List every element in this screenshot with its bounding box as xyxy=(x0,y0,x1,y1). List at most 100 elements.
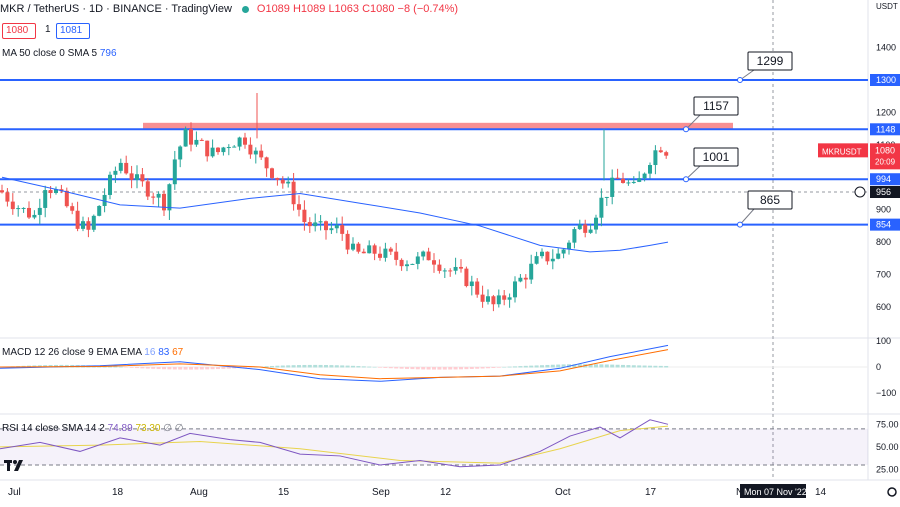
candle[interactable] xyxy=(275,177,280,180)
candle[interactable] xyxy=(264,157,269,169)
candle[interactable] xyxy=(410,263,415,265)
candle[interactable] xyxy=(205,140,210,157)
candle[interactable] xyxy=(140,174,145,182)
candle[interactable] xyxy=(0,190,4,193)
candle[interactable] xyxy=(5,192,10,202)
candle[interactable] xyxy=(459,266,463,269)
candle[interactable] xyxy=(297,204,301,210)
candle[interactable] xyxy=(394,251,399,260)
candle[interactable] xyxy=(16,208,21,210)
candle[interactable] xyxy=(653,150,658,166)
candle[interactable] xyxy=(183,129,188,147)
rsi-legend[interactable]: RSI 14 close SMA 14 2 74.89 73.30 ∅ ∅ xyxy=(2,423,183,434)
candle[interactable] xyxy=(594,217,598,230)
candle[interactable] xyxy=(37,207,42,215)
rsi-sma-line[interactable] xyxy=(0,425,669,464)
candle[interactable] xyxy=(248,144,253,155)
candle[interactable] xyxy=(313,222,318,227)
callout-anchor[interactable] xyxy=(683,126,689,133)
candle[interactable] xyxy=(453,266,458,271)
candle[interactable] xyxy=(178,146,183,160)
callout-box[interactable] xyxy=(747,190,793,210)
candle[interactable] xyxy=(388,248,393,252)
candle[interactable] xyxy=(102,194,107,206)
candle[interactable] xyxy=(572,229,577,243)
candle[interactable] xyxy=(383,248,388,258)
candle[interactable] xyxy=(75,210,80,229)
candle[interactable] xyxy=(210,147,215,157)
candle[interactable] xyxy=(421,251,426,257)
candle[interactable] xyxy=(540,251,544,257)
candle[interactable] xyxy=(324,221,328,231)
candle[interactable] xyxy=(534,256,539,264)
candle[interactable] xyxy=(599,197,604,218)
candle[interactable] xyxy=(253,150,258,155)
candle[interactable] xyxy=(43,190,48,208)
candle[interactable] xyxy=(270,168,274,178)
candle[interactable] xyxy=(637,178,642,182)
candle[interactable] xyxy=(259,150,264,158)
candle[interactable] xyxy=(378,253,382,258)
ma-legend[interactable]: MA 50 close 0 SMA 5 796 xyxy=(2,48,117,59)
tradingview-logo-icon[interactable] xyxy=(4,458,26,474)
candle[interactable] xyxy=(437,264,442,271)
candle[interactable] xyxy=(194,139,199,145)
candle[interactable] xyxy=(523,277,528,280)
candle[interactable] xyxy=(189,129,193,145)
candle[interactable] xyxy=(475,281,480,295)
candle[interactable] xyxy=(32,214,37,218)
candle[interactable] xyxy=(199,139,204,141)
rsi-line[interactable] xyxy=(0,419,669,468)
candle[interactable] xyxy=(561,249,566,254)
candle[interactable] xyxy=(405,264,409,267)
candle[interactable] xyxy=(626,182,631,184)
candle[interactable] xyxy=(70,206,75,211)
candle[interactable] xyxy=(469,281,474,287)
candle[interactable] xyxy=(367,245,372,254)
candle[interactable] xyxy=(648,165,652,174)
candle[interactable] xyxy=(329,228,334,231)
buy-price-button[interactable]: 1081 xyxy=(56,23,90,39)
candle[interactable] xyxy=(226,147,231,149)
candle[interactable] xyxy=(550,258,555,262)
candle[interactable] xyxy=(54,189,58,194)
candle[interactable] xyxy=(486,296,490,302)
candle[interactable] xyxy=(415,256,420,264)
candle[interactable] xyxy=(124,162,129,174)
candle[interactable] xyxy=(145,181,150,197)
candle[interactable] xyxy=(621,178,625,183)
callout-box[interactable] xyxy=(747,51,793,71)
candle[interactable] xyxy=(588,229,593,233)
candle[interactable] xyxy=(615,177,620,179)
symbol-title[interactable]: MKR / TetherUS · 1D · BINANCE · TradingV… xyxy=(0,3,232,15)
candle[interactable] xyxy=(502,295,507,300)
candle[interactable] xyxy=(286,181,291,184)
callout-anchor[interactable] xyxy=(737,77,743,83)
candle[interactable] xyxy=(351,243,355,250)
candle[interactable] xyxy=(356,243,361,252)
candle[interactable] xyxy=(86,221,91,230)
candle[interactable] xyxy=(604,196,609,198)
candle[interactable] xyxy=(237,137,242,147)
settings-gear-icon[interactable] xyxy=(887,487,897,497)
callout-anchor[interactable] xyxy=(737,221,743,228)
candle[interactable] xyxy=(480,294,485,302)
candle[interactable] xyxy=(642,173,647,179)
candle[interactable] xyxy=(340,225,345,234)
candle[interactable] xyxy=(221,147,226,153)
candle[interactable] xyxy=(172,159,177,185)
candle[interactable] xyxy=(232,146,237,148)
candle[interactable] xyxy=(129,173,134,180)
callout-anchor[interactable] xyxy=(683,176,689,183)
candle[interactable] xyxy=(464,268,469,287)
candle[interactable] xyxy=(135,174,139,180)
candle[interactable] xyxy=(610,177,615,197)
candle[interactable] xyxy=(577,224,582,230)
candle[interactable] xyxy=(442,270,447,272)
candle[interactable] xyxy=(97,205,102,216)
candle[interactable] xyxy=(81,221,85,229)
ma50-line[interactable] xyxy=(1,176,669,253)
candle[interactable] xyxy=(108,174,112,195)
